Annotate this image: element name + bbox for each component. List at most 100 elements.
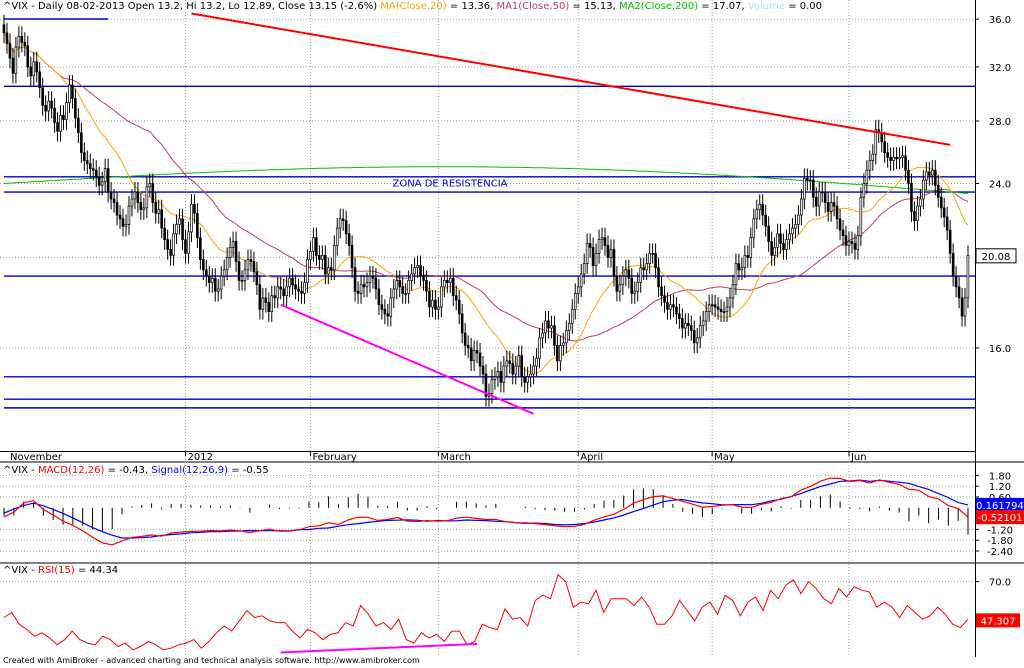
candle-body [347, 233, 351, 246]
candle-body [618, 284, 622, 292]
macd-grid [0, 474, 975, 552]
candle-body [91, 168, 95, 171]
candle-body [502, 365, 506, 383]
candle-body [576, 286, 580, 294]
candle-body [410, 273, 413, 281]
candle-body [523, 376, 526, 383]
candle-body [838, 218, 842, 231]
candle-body [145, 186, 149, 209]
rsi-last-box [976, 613, 1020, 628]
candle-body [193, 203, 196, 214]
candle-body [493, 376, 497, 380]
candle-body [645, 263, 648, 271]
candle-body [689, 325, 693, 331]
ma200-label: MA2(Close,200) [618, 1, 699, 12]
candle-body [17, 36, 21, 48]
candle-body [797, 214, 800, 225]
price-grid [0, 18, 975, 349]
candle-body [597, 239, 601, 254]
macd-last-box [976, 510, 1024, 525]
rsi-header-prefix: ^VIX - [3, 565, 38, 576]
candle-body [951, 253, 955, 277]
candle-body [930, 169, 934, 176]
trendlines [191, 12, 951, 415]
candle-body [416, 265, 419, 269]
date-label: May [714, 452, 735, 463]
candle-body [904, 155, 907, 171]
date-label: April [580, 452, 603, 463]
candle-body [957, 286, 961, 299]
candle-body [916, 205, 919, 221]
candle-body [817, 191, 821, 207]
last-price-box [975, 248, 1017, 264]
candle-body [472, 350, 476, 362]
candle-body [565, 330, 568, 344]
candle-body [651, 253, 654, 255]
candle-body [448, 277, 452, 283]
candle-body [782, 243, 785, 250]
candle-body [160, 209, 163, 229]
candle-body [517, 355, 521, 367]
candle-body [29, 66, 33, 77]
candle-body [859, 196, 863, 237]
candle-body [939, 196, 943, 209]
candle-body [698, 325, 702, 339]
candle-body [770, 241, 773, 256]
candle-body [154, 202, 158, 214]
candle-body [954, 275, 958, 288]
candle-body [368, 275, 372, 283]
candle-body [32, 61, 36, 77]
candle-body [779, 233, 782, 244]
date-label: November [10, 452, 63, 463]
candle-body [675, 306, 678, 315]
candle-body [35, 61, 39, 73]
candle-body [85, 160, 89, 165]
candle-body [88, 163, 92, 169]
candle-body [356, 290, 360, 294]
candle-body [553, 325, 556, 346]
candle-body [255, 271, 259, 286]
candle-body [401, 286, 404, 294]
candle-body [707, 304, 711, 312]
candle-body [889, 156, 892, 161]
candle-body [767, 225, 770, 242]
candle-body [550, 325, 553, 329]
candle-body [633, 290, 637, 294]
candle-body [312, 237, 315, 252]
candle-body [591, 247, 595, 266]
candle-body [246, 259, 250, 271]
candle-body [803, 178, 806, 200]
candle-body [871, 153, 875, 161]
price-tick-label: 24.0 [989, 180, 1011, 191]
candle-body [362, 284, 366, 288]
candle-body [282, 288, 285, 296]
candle-body [737, 263, 741, 271]
candle-body [392, 288, 396, 299]
candle-body [624, 269, 628, 277]
candle-body [913, 211, 916, 222]
candle-body [460, 313, 464, 334]
candle-body [716, 306, 720, 310]
resistance-zone-label: ZONA DE RESISTENCIA [392, 179, 507, 190]
candle-body [94, 169, 98, 178]
candle-body [97, 176, 101, 186]
signal-value: = -0.55 [228, 465, 269, 476]
candle-body [184, 239, 187, 254]
candle-body [124, 224, 128, 227]
candle-body [23, 41, 27, 47]
candle-body [832, 202, 836, 207]
price-tick-label: 28.0 [989, 117, 1011, 128]
candle-body [121, 218, 125, 227]
candle-body [14, 46, 18, 74]
candle-body [166, 239, 169, 250]
candle-body [285, 286, 288, 297]
candle-body [776, 233, 779, 248]
macd-line [3, 477, 969, 546]
candle-body [612, 249, 616, 277]
candle-body [234, 241, 238, 262]
ma20-label: MA(Close,20) [380, 1, 447, 12]
candle-body [600, 237, 604, 240]
candle-body [886, 152, 889, 158]
candle-body [642, 267, 645, 271]
macd-last-label: -0.52101 [978, 513, 1023, 524]
